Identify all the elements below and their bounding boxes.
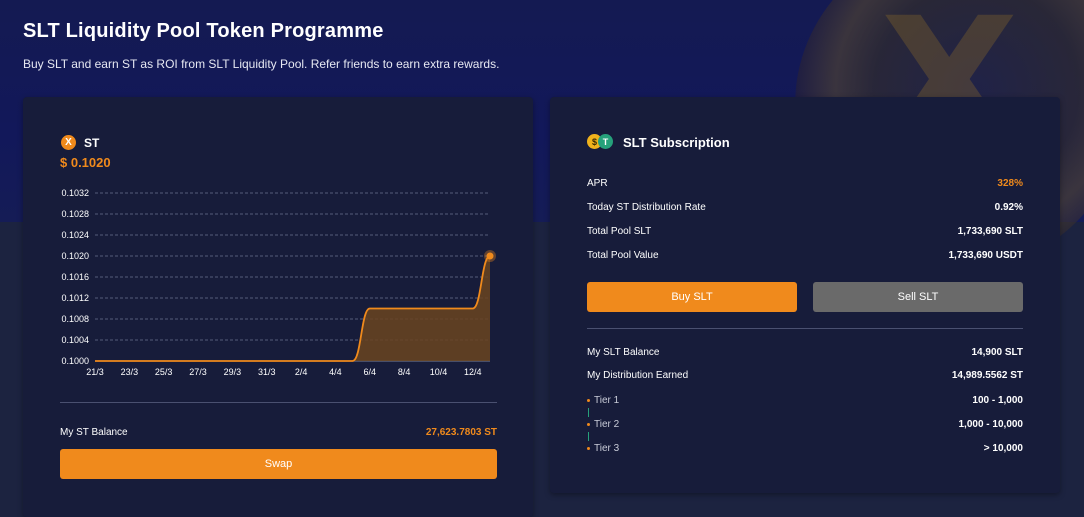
tier-label: Tier 3 bbox=[594, 443, 620, 454]
y-tick-label: 0.1012 bbox=[61, 293, 89, 303]
subscription-header: $ T SLT Subscription bbox=[587, 134, 730, 150]
subscription-icons: $ T bbox=[587, 134, 615, 150]
y-tick-label: 0.1020 bbox=[61, 251, 89, 261]
series-line bbox=[95, 255, 491, 362]
y-tick-label: 0.1000 bbox=[61, 356, 89, 366]
x-tick-label: 8/4 bbox=[398, 367, 411, 377]
tier-dot-icon bbox=[587, 423, 590, 426]
apr-label: APR bbox=[587, 178, 608, 189]
token-price-card: X ST $ 0.1020 0.1000 0.1004 0.1008 0.1012 0.… bbox=[23, 97, 533, 517]
sell-slt-button[interactable]: Sell SLT bbox=[813, 282, 1023, 312]
divider bbox=[60, 402, 497, 403]
tier-connector bbox=[588, 432, 589, 441]
st-token-icon: X bbox=[61, 135, 76, 150]
tier-range: > 10,000 bbox=[983, 443, 1023, 454]
total-pool-value-label: Total Pool Value bbox=[587, 250, 659, 261]
divider bbox=[587, 328, 1023, 329]
series-area bbox=[95, 256, 490, 361]
x-tick-label: 29/3 bbox=[224, 367, 242, 377]
total-pool-value-row: Total Pool Value 1,733,690 USDT bbox=[587, 250, 1023, 261]
my-distribution-earned-label: My Distribution Earned bbox=[587, 370, 689, 381]
x-tick-label: 31/3 bbox=[258, 367, 276, 377]
price-chart: 0.1000 0.1004 0.1008 0.1012 0.1016 0.1020 0.10… bbox=[61, 188, 496, 377]
y-tick-label: 0.1028 bbox=[61, 209, 89, 219]
apr-row: APR 328% bbox=[587, 178, 1023, 189]
x-tick-label: 6/4 bbox=[364, 367, 377, 377]
my-slt-balance-label: My SLT Balance bbox=[587, 347, 660, 358]
my-distribution-earned-value: 14,989.5562 ST bbox=[951, 370, 1023, 381]
x-tick-label: 25/3 bbox=[155, 367, 173, 377]
tier-dot-icon bbox=[587, 399, 590, 402]
y-tick-label: 0.1024 bbox=[61, 230, 89, 240]
tier-range: 1,000 - 10,000 bbox=[958, 419, 1024, 430]
y-tick-label: 0.1004 bbox=[61, 335, 89, 345]
x-tick-label: 27/3 bbox=[189, 367, 207, 377]
distribution-rate-label: Today ST Distribution Rate bbox=[587, 202, 706, 213]
my-distribution-earned-row: My Distribution Earned 14,989.5562 ST bbox=[587, 370, 1023, 381]
token-price: $ 0.1020 bbox=[60, 155, 111, 170]
total-pool-slt-label: Total Pool SLT bbox=[587, 226, 652, 237]
buy-slt-button[interactable]: Buy SLT bbox=[587, 282, 797, 312]
distribution-rate-row: Today ST Distribution Rate 0.92% bbox=[587, 202, 1023, 213]
y-tick-label: 0.1016 bbox=[61, 272, 89, 282]
total-pool-slt-row: Total Pool SLT 1,733,690 SLT bbox=[587, 226, 1023, 237]
apr-value: 328% bbox=[997, 178, 1023, 189]
total-pool-slt-value: 1,733,690 SLT bbox=[957, 226, 1023, 237]
tier-connector bbox=[588, 408, 589, 417]
tier-label: Tier 1 bbox=[594, 395, 620, 406]
token-header: X ST bbox=[61, 135, 99, 150]
st-balance-value: 27,623.7803 ST bbox=[425, 427, 497, 438]
tier-row: Tier 2 1,000 - 10,000 bbox=[587, 419, 1023, 430]
tier-range: 100 - 1,000 bbox=[972, 395, 1023, 406]
page-subtitle: Buy SLT and earn ST as ROI from SLT Liqu… bbox=[23, 57, 500, 71]
slt-subscription-card: $ T SLT Subscription APR 328% Today ST D… bbox=[550, 97, 1060, 493]
page-title: SLT Liquidity Pool Token Programme bbox=[23, 20, 384, 42]
swap-button[interactable]: Swap bbox=[60, 449, 497, 479]
y-tick-label: 0.1032 bbox=[61, 188, 89, 198]
tier-row: Tier 3 > 10,000 bbox=[587, 443, 1023, 454]
token-name: ST bbox=[84, 135, 100, 150]
y-tick-label: 0.1008 bbox=[61, 314, 89, 324]
data-point bbox=[486, 252, 494, 260]
my-slt-balance-row: My SLT Balance 14,900 SLT bbox=[587, 347, 1023, 358]
x-tick-label: 23/3 bbox=[121, 367, 139, 377]
tier-row: Tier 1 100 - 1,000 bbox=[587, 395, 1023, 406]
st-balance-label: My ST Balance bbox=[60, 427, 128, 438]
x-tick-label: 21/3 bbox=[86, 367, 104, 377]
tier-dot-icon bbox=[587, 447, 590, 450]
tier-label: Tier 2 bbox=[594, 419, 620, 430]
subscription-title: SLT Subscription bbox=[623, 134, 730, 150]
my-slt-balance-value: 14,900 SLT bbox=[971, 347, 1023, 358]
x-tick-label: 4/4 bbox=[329, 367, 342, 377]
total-pool-value-value: 1,733,690 USDT bbox=[948, 250, 1024, 261]
distribution-rate-value: 0.92% bbox=[994, 202, 1023, 213]
usdt-coin-icon: T bbox=[598, 134, 613, 149]
x-tick-label: 2/4 bbox=[295, 367, 308, 377]
x-tick-label: 10/4 bbox=[430, 367, 448, 377]
x-tick-label: 12/4 bbox=[464, 367, 482, 377]
